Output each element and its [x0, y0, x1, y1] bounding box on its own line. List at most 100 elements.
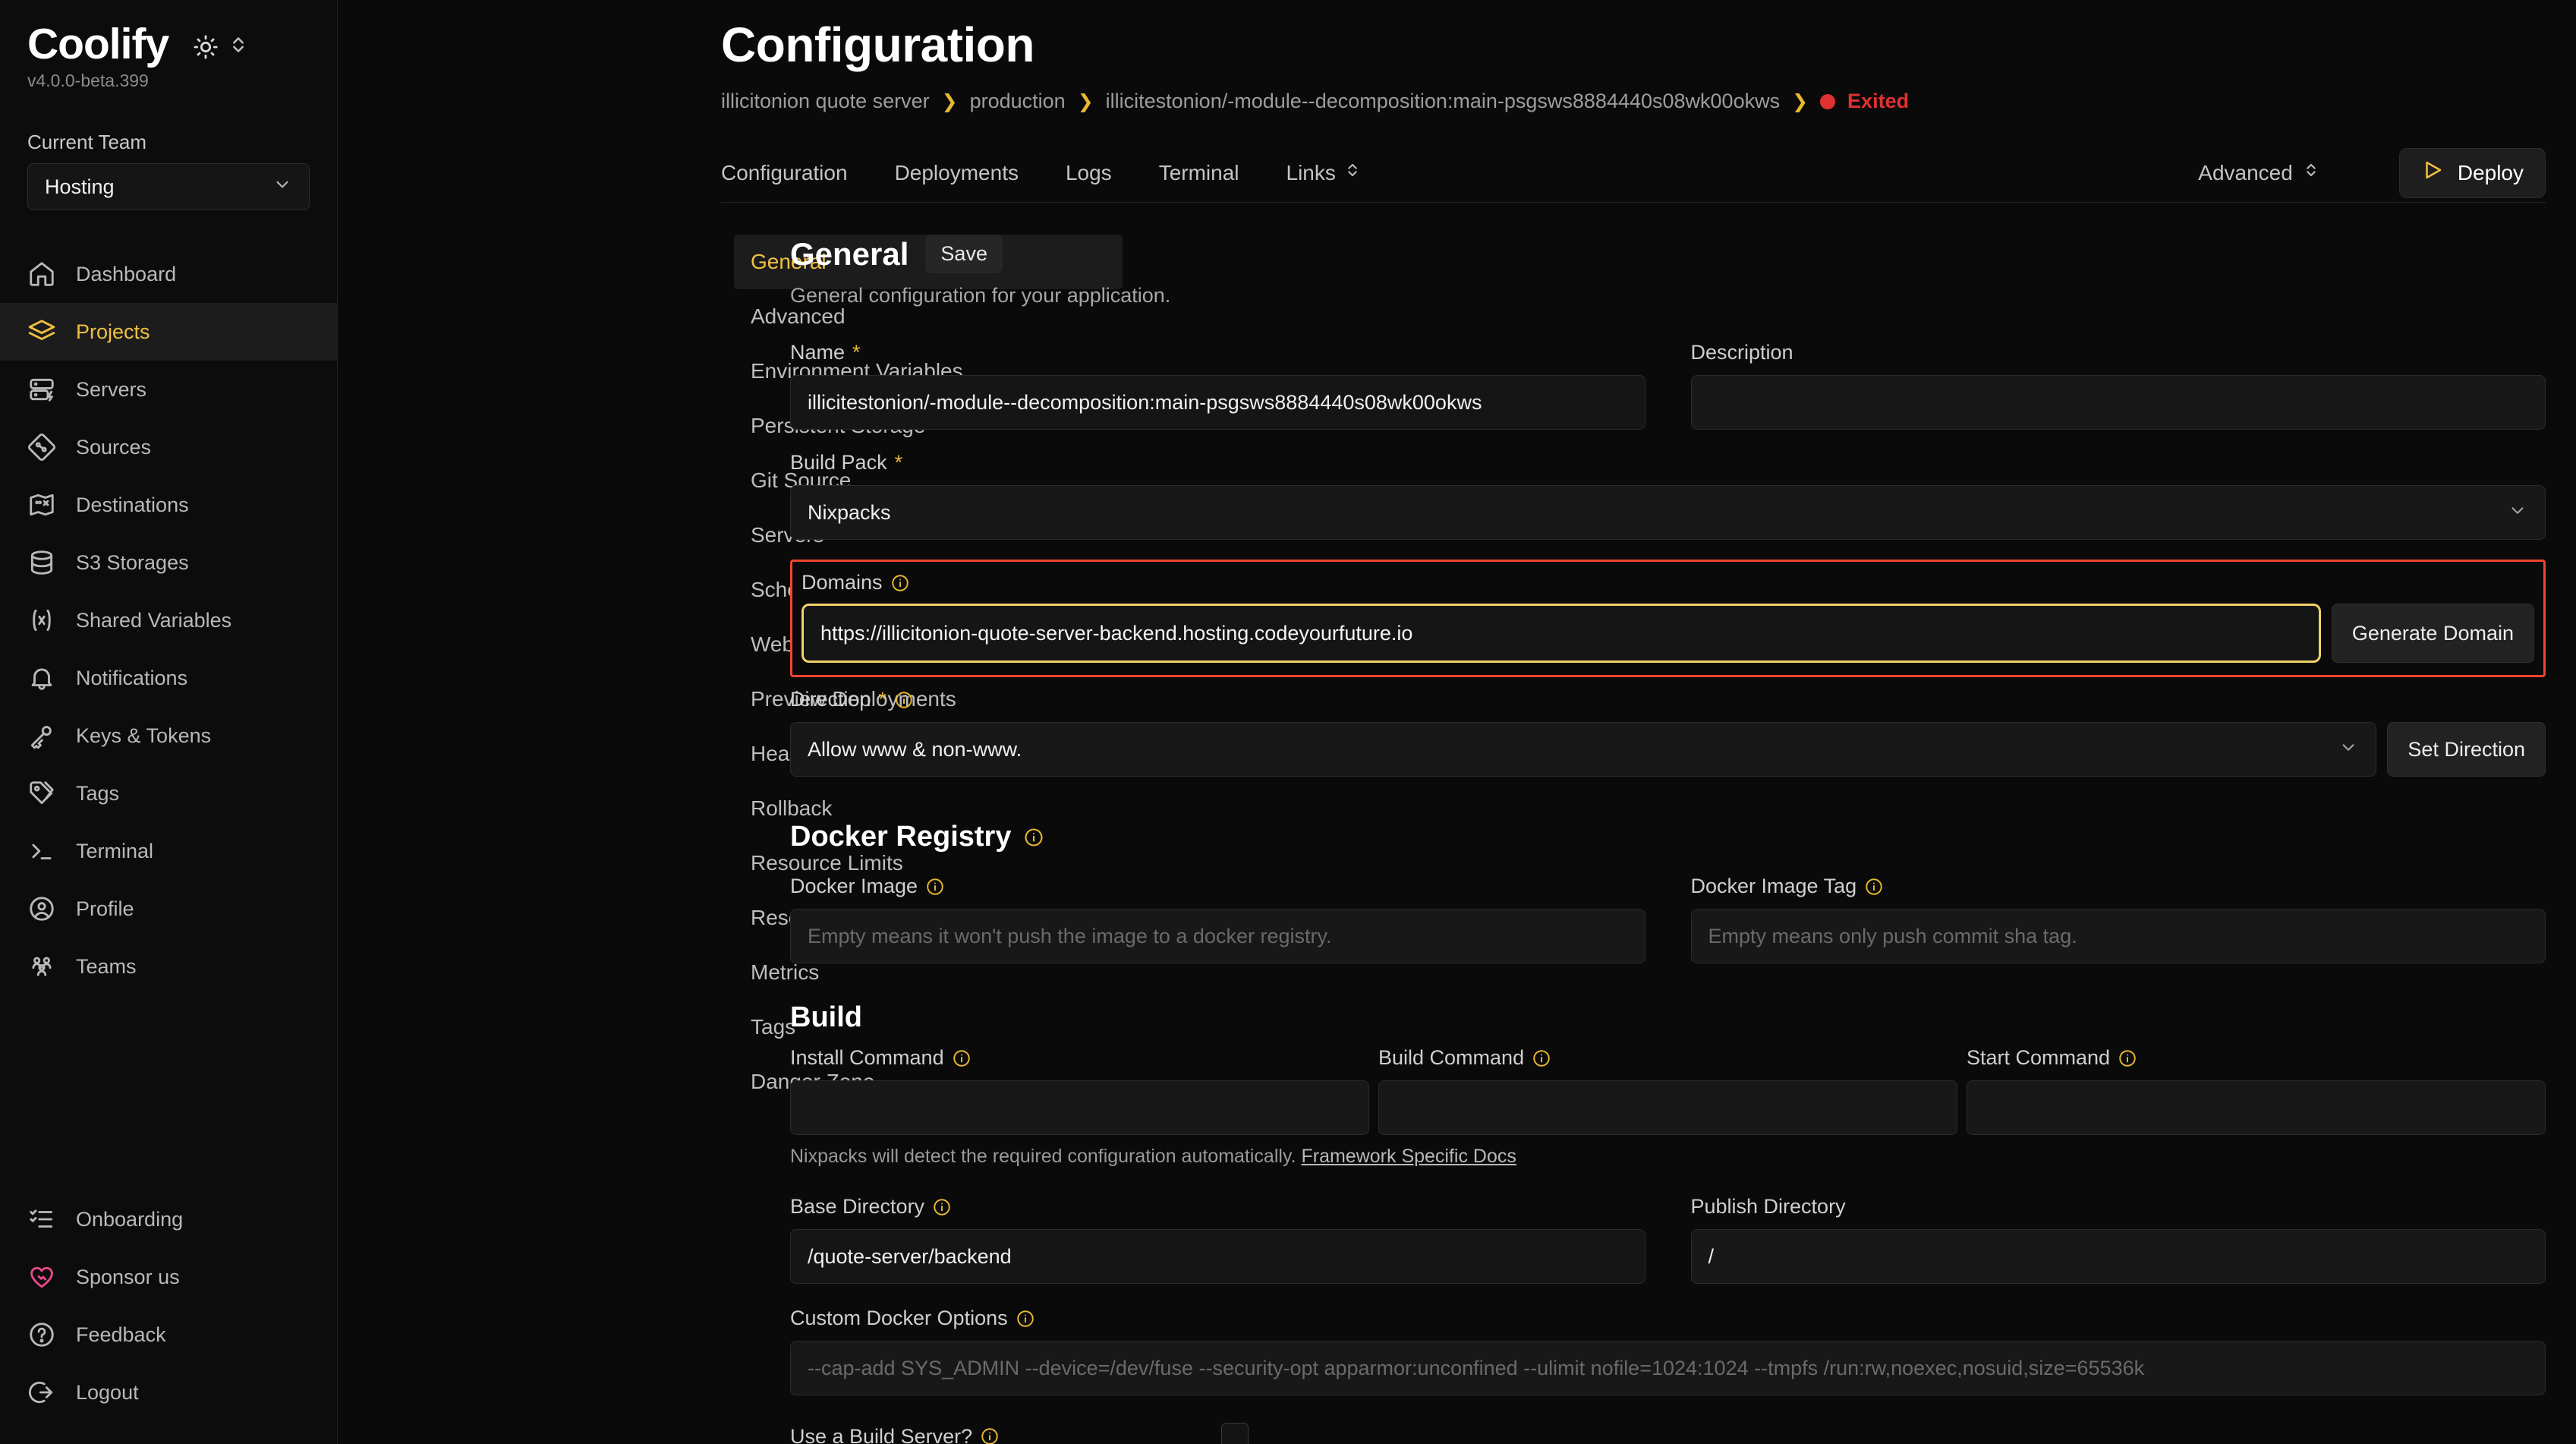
start-command-label: Start Command	[1967, 1046, 2111, 1069]
deploy-button[interactable]: Deploy	[2398, 147, 2546, 198]
info-icon[interactable]	[1532, 1048, 1551, 1068]
sidebar-item-label: Teams	[76, 954, 137, 978]
advanced-dropdown[interactable]: Advanced	[2198, 159, 2319, 186]
start-command-input[interactable]	[1967, 1080, 2546, 1135]
sidebar-item-logout[interactable]: Logout	[0, 1364, 337, 1421]
sidebar-item-notifications[interactable]: Notifications	[0, 649, 337, 707]
config-menu-item-advanced[interactable]: Advanced	[734, 289, 1123, 344]
config-menu-item-resource-limits[interactable]: Resource Limits	[734, 836, 1123, 891]
buildpack-label: Build Pack	[790, 451, 887, 474]
custom-docker-label-row: Custom Docker Options	[790, 1307, 2546, 1330]
description-input[interactable]	[1690, 375, 2546, 430]
buildpack-select[interactable]	[790, 485, 2546, 540]
buildpack-label-row: Build Pack *	[790, 451, 2546, 475]
build-command-input[interactable]	[1378, 1080, 1957, 1135]
domains-label-row: Domains	[801, 571, 2534, 594]
build-command-group: Build Command	[1378, 1046, 1957, 1135]
sidebar-item-profile[interactable]: Profile	[0, 880, 337, 938]
chevron-up-down-icon[interactable]	[229, 32, 247, 61]
name-label-row: Name *	[790, 341, 1645, 364]
team-selector[interactable]: Hosting	[27, 163, 310, 210]
info-icon[interactable]	[2118, 1048, 2137, 1068]
config-menu-item-tags[interactable]: Tags	[734, 1000, 1123, 1055]
tab-links[interactable]: Links	[1286, 159, 1360, 186]
sidebar-item-label: Terminal	[76, 839, 154, 862]
sidebar-item-sponsor-us[interactable]: Sponsor us	[0, 1248, 337, 1306]
custom-docker-options-input[interactable]	[790, 1341, 2546, 1395]
tab-configuration[interactable]: Configuration	[721, 160, 848, 184]
docker-image-tag-input[interactable]	[1690, 909, 2546, 963]
layers-icon	[27, 317, 56, 346]
sidebar-item-keys-tokens[interactable]: Keys & Tokens	[0, 707, 337, 765]
sidebar-item-dashboard[interactable]: Dashboard	[0, 245, 337, 303]
chevron-right-icon: ❯	[1077, 90, 1094, 112]
main-area: Configuration illicitonion quote server …	[338, 0, 2576, 1444]
database-icon	[27, 548, 56, 577]
docker-tag-label-row: Docker Image Tag	[1691, 875, 2546, 898]
save-button[interactable]: Save	[925, 235, 1003, 273]
breadcrumb-item-project[interactable]: illicitonion quote server	[721, 90, 930, 112]
info-icon[interactable]	[894, 690, 914, 710]
breadcrumb-item-resource[interactable]: illicitestonion/-module--decomposition:m…	[1105, 90, 1781, 112]
publish-directory-group: Publish Directory	[1690, 1195, 2546, 1284]
set-direction-button[interactable]: Set Direction	[2387, 722, 2546, 777]
info-icon[interactable]	[932, 1197, 952, 1217]
base-directory-input[interactable]	[790, 1229, 1645, 1284]
docker-image-input[interactable]	[790, 909, 1645, 963]
sidebar-item-shared-variables[interactable]: Shared Variables	[0, 591, 337, 649]
info-icon[interactable]	[890, 573, 910, 593]
sidebar-item-teams[interactable]: Teams	[0, 938, 337, 995]
config-menu-item-preview-deployments[interactable]: Preview Deployments	[734, 672, 1123, 727]
brand-logo: Coolify	[27, 20, 169, 68]
domains-label: Domains	[801, 571, 883, 594]
base-directory-label: Base Directory	[790, 1195, 925, 1218]
publish-directory-label: Publish Directory	[1690, 1195, 1846, 1218]
build-section-title: Build	[790, 1001, 862, 1033]
use-build-server-checkbox[interactable]	[1221, 1423, 1249, 1444]
sidebar-item-servers[interactable]: Servers	[0, 361, 337, 418]
breadcrumb: illicitonion quote server ❯ production ❯…	[721, 90, 2576, 113]
chevron-right-icon: ❯	[941, 90, 958, 112]
config-menu-item-metrics[interactable]: Metrics	[734, 945, 1123, 1000]
name-input[interactable]	[790, 375, 1645, 430]
info-icon[interactable]	[952, 1048, 972, 1068]
breadcrumb-item-environment[interactable]: production	[969, 90, 1066, 112]
sidebar-item-label: S3 Storages	[76, 550, 189, 574]
variable-icon	[27, 606, 56, 635]
team-selector-value: Hosting	[45, 175, 115, 198]
sidebar-item-s3-storages[interactable]: S3 Storages	[0, 534, 337, 591]
sidebar-item-destinations[interactable]: Destinations	[0, 476, 337, 534]
app-version: v4.0.0-beta.399	[27, 71, 149, 90]
domains-input[interactable]	[801, 604, 2321, 663]
build-hint-text: Nixpacks will detect the required config…	[790, 1146, 1296, 1167]
info-icon[interactable]	[980, 1427, 1000, 1444]
config-menu-item-label: Metrics	[751, 960, 820, 984]
info-icon[interactable]	[1016, 1309, 1035, 1329]
config-menu-item-rollback[interactable]: Rollback	[734, 781, 1123, 836]
sidebar-item-onboarding[interactable]: Onboarding	[0, 1190, 337, 1248]
tab-deployments[interactable]: Deployments	[894, 160, 1019, 184]
direction-select[interactable]	[790, 722, 2377, 777]
tab-logs[interactable]: Logs	[1065, 160, 1112, 184]
tab-terminal[interactable]: Terminal	[1158, 160, 1239, 184]
install-command-input[interactable]	[790, 1080, 1369, 1135]
key-icon	[27, 721, 56, 750]
sidebar-item-label: Keys & Tokens	[76, 724, 212, 747]
user-circle-icon	[27, 894, 56, 923]
sidebar-item-tags[interactable]: Tags	[0, 765, 337, 822]
description-label: Description	[1690, 341, 1793, 364]
sidebar-item-sources[interactable]: Sources	[0, 418, 337, 476]
sidebar-item-feedback[interactable]: Feedback	[0, 1306, 337, 1364]
info-icon[interactable]	[1023, 827, 1044, 848]
framework-docs-link[interactable]: Framework Specific Docs	[1301, 1146, 1516, 1167]
sidebar-item-projects[interactable]: Projects	[0, 303, 337, 361]
page-header: Configuration illicitonion quote server …	[338, 0, 2576, 113]
info-icon[interactable]	[925, 877, 945, 897]
sun-icon[interactable]	[193, 34, 219, 60]
publish-directory-input[interactable]	[1690, 1229, 2546, 1284]
info-icon[interactable]	[1864, 877, 1884, 897]
sidebar-item-terminal[interactable]: Terminal	[0, 822, 337, 880]
deploy-label: Deploy	[2457, 160, 2524, 184]
generate-domain-button[interactable]: Generate Domain	[2331, 604, 2534, 663]
